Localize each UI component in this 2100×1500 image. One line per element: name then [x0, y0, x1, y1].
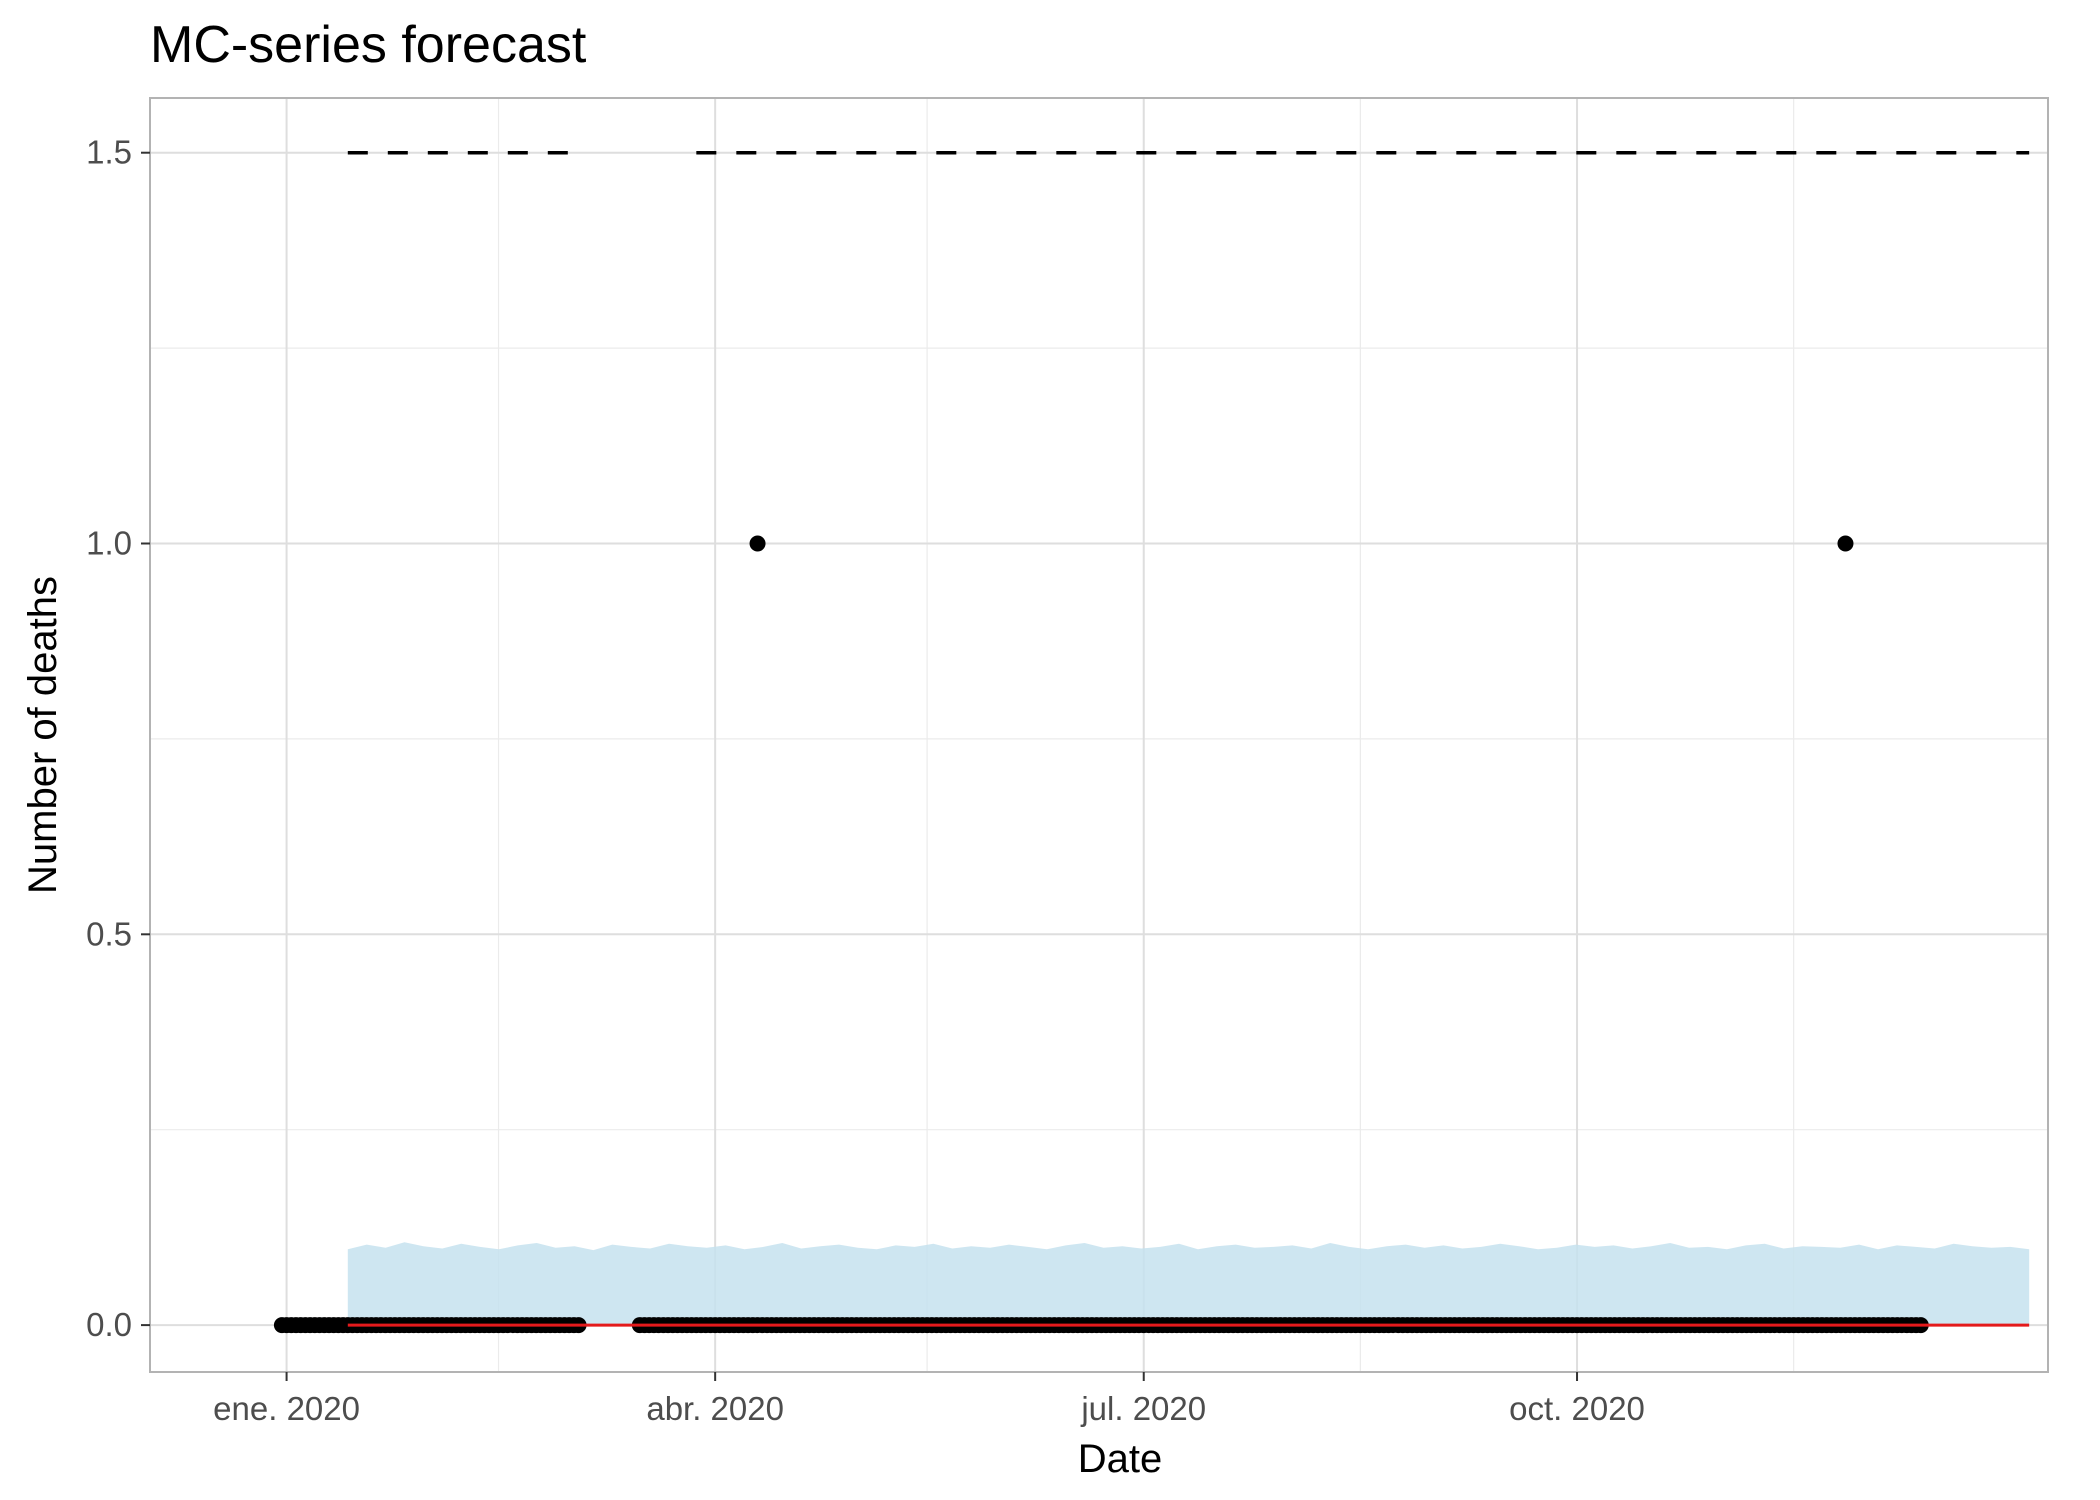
- chart-title: MC-series forecast: [150, 16, 587, 74]
- y-tick-label: 1.0: [86, 525, 132, 562]
- y-tick-label: 1.5: [86, 134, 132, 171]
- x-tick-label: abr. 2020: [646, 1390, 784, 1427]
- grid: [150, 98, 2048, 1372]
- prediction-band-area: [347, 1242, 2030, 1326]
- forecast-lines: [347, 150, 2030, 1327]
- x-tick-label: oct. 2020: [1509, 1390, 1645, 1427]
- prediction-band: [347, 1242, 2030, 1326]
- y-axis-title: Number of deaths: [21, 576, 65, 894]
- observed-point: [1837, 535, 1854, 552]
- y-tick-label: 0.0: [86, 1306, 132, 1343]
- y-tick-label: 0.5: [86, 915, 132, 952]
- panel-border: [149, 97, 2049, 1373]
- axis-ticks: 0.0 0.5 1.0 1.5 ene. 2020 abr. 2020 jul. 2020 o…: [86, 134, 1645, 1427]
- x-tick-label: jul. 2020: [1080, 1390, 1206, 1427]
- observed-point: [749, 535, 766, 552]
- x-axis-title: Date: [1078, 1437, 1163, 1481]
- x-tick-label: ene. 2020: [213, 1390, 360, 1427]
